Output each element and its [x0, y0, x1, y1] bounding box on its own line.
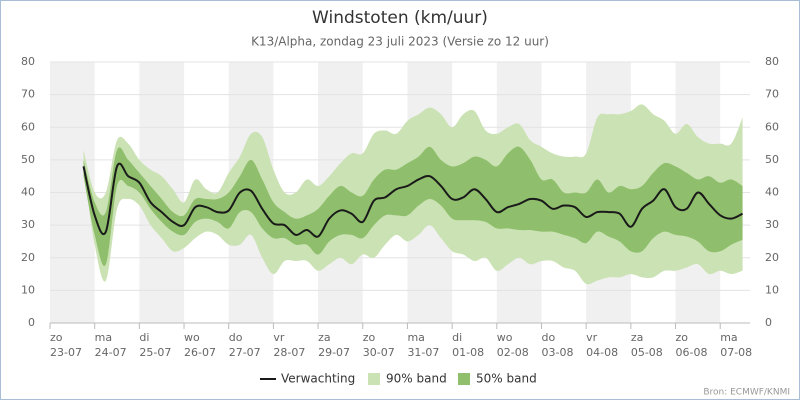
y-tick-label-right: 60: [765, 120, 779, 133]
x-tick-label: zo 23-07: [50, 331, 82, 359]
y-tick-label: 0: [28, 316, 35, 329]
y-tick-label-right: 40: [765, 186, 779, 199]
x-tick-label: zo 30-07: [363, 331, 395, 359]
chart-title: Windstoten (km/uur): [312, 8, 488, 28]
forecast-line: [82, 162, 743, 238]
legend-label: Verwachting: [281, 372, 355, 386]
x-tick-label: di 01-08: [452, 331, 484, 359]
x-tick-label: do 27-07: [229, 331, 261, 359]
band: [83, 146, 743, 266]
x-tick-label: ma 07-08: [720, 331, 752, 359]
y-tick-label: 20: [21, 251, 35, 264]
legend-label: 90% band: [386, 372, 447, 386]
y-tick-label-right: 20: [765, 251, 779, 264]
legend-swatch: [458, 373, 470, 385]
y-tick-label: 70: [21, 88, 35, 101]
x-tick-label: za 29-07: [318, 331, 350, 359]
y-tick-label: 60: [21, 120, 35, 133]
x-tick-label: wo 26-07: [184, 331, 216, 359]
x-tick-label: vr 28-07: [273, 331, 305, 359]
x-tick-label: za 05-08: [631, 331, 663, 359]
y-tick-label: 80: [21, 55, 35, 68]
source: Bron: ECMWF/KNMI: [703, 388, 790, 398]
x-tick-label: ma 31-07: [407, 331, 439, 359]
y-tick-label-right: 70: [765, 88, 779, 101]
y-tick-label-right: 30: [765, 218, 779, 231]
legend-swatch: [368, 373, 380, 385]
chart-subtitle: K13/Alpha, zondag 23 juli 2023 (Versie z…: [251, 35, 549, 49]
y-tick-label: 10: [21, 283, 35, 296]
y-tick-label: 50: [21, 153, 35, 166]
y-tick-label-right: 50: [765, 153, 779, 166]
y-tick-label: 40: [21, 186, 35, 199]
x-tick-label: do 03-08: [541, 331, 573, 359]
x-tick-label: zo 06-08: [676, 331, 708, 359]
legend-label: 50% band: [476, 372, 537, 386]
y-tick-label-right: 80: [765, 55, 779, 68]
x-tick-label: ma 24-07: [95, 331, 127, 359]
y-tick-label-right: 10: [765, 283, 779, 296]
x-tick-label: wo 02-08: [497, 331, 529, 359]
x-tick-label: vr 04-08: [586, 331, 618, 359]
x-tick-label: di 25-07: [139, 331, 171, 359]
y-tick-label: 30: [21, 218, 35, 231]
y-tick-label-right: 0: [765, 316, 772, 329]
